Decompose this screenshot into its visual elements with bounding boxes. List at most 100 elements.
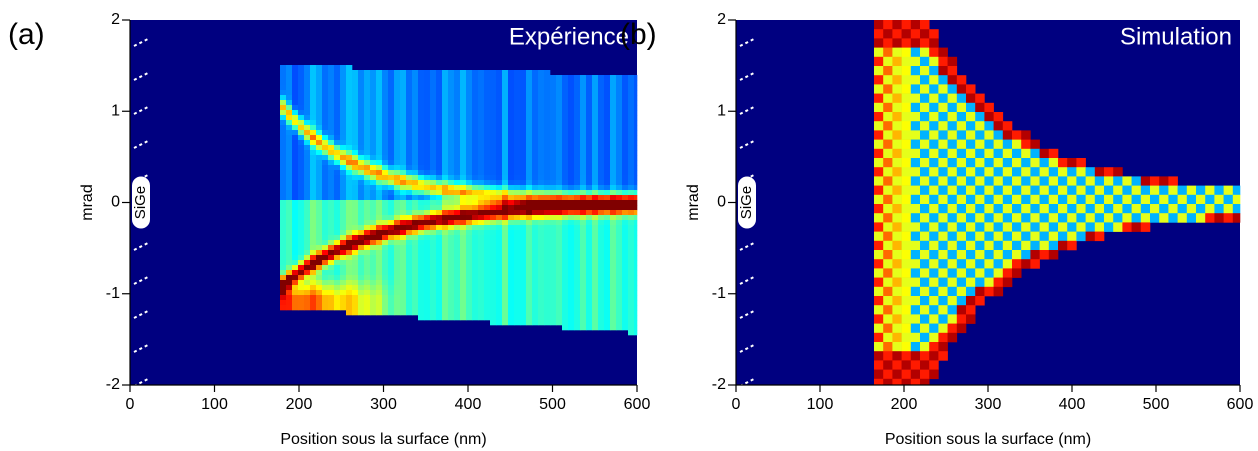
heatmap-cell	[484, 220, 491, 226]
heatmap-cell	[947, 148, 958, 159]
heatmap-cell	[460, 140, 467, 146]
heatmap-cell	[358, 225, 365, 231]
heatmap-cell	[430, 285, 437, 291]
heatmap-cell	[454, 270, 461, 276]
heatmap-cell	[508, 85, 515, 91]
heatmap-cell	[370, 115, 377, 121]
heatmap-cell	[910, 286, 921, 297]
heatmap-cell	[562, 135, 569, 141]
heatmap-cell	[622, 240, 629, 246]
heatmap-cell	[478, 215, 485, 221]
heatmap-cell	[1030, 167, 1040, 177]
heatmap-cell	[562, 200, 569, 206]
heatmap-cell	[394, 310, 401, 316]
heatmap-cell	[920, 323, 930, 334]
heatmap-cell	[304, 305, 311, 311]
heatmap-cell	[454, 265, 461, 271]
heatmap-cell	[472, 305, 479, 311]
heatmap-cell	[956, 213, 967, 223]
heatmap-cell	[364, 250, 371, 256]
heatmap-cell	[562, 255, 569, 261]
heatmap-cell	[466, 270, 473, 276]
heatmap-cell	[538, 220, 545, 226]
heatmap-cell	[400, 235, 407, 241]
heatmap-cell	[580, 75, 587, 81]
heatmap-cell	[394, 195, 401, 201]
heatmap-cell	[466, 180, 473, 186]
heatmap-cell	[346, 195, 353, 201]
heatmap-cell	[598, 95, 605, 101]
heatmap-cell	[424, 315, 431, 321]
heatmap-cell	[910, 167, 921, 177]
heatmap-cell	[418, 170, 425, 176]
heatmap-cell	[568, 215, 575, 221]
heatmap-cell	[394, 300, 401, 306]
heatmap-cell	[568, 95, 575, 101]
heatmap-cell	[310, 305, 317, 311]
heatmap-cell	[376, 260, 383, 266]
heatmap-cell	[1094, 204, 1105, 214]
heatmap-cell	[520, 225, 527, 231]
heatmap-cell	[598, 295, 605, 301]
heatmap-cell	[454, 120, 461, 126]
heatmap-cell	[556, 270, 563, 276]
heatmap-cell	[622, 300, 629, 306]
heatmap-cell	[496, 195, 503, 201]
heatmap-cell	[442, 265, 449, 271]
heatmap-cell	[616, 215, 623, 221]
heatmap-cell	[334, 285, 341, 291]
heatmap-cell	[454, 275, 461, 281]
heatmap-cell	[328, 105, 335, 111]
heatmap-cell	[448, 290, 455, 296]
heatmap-cell	[984, 102, 994, 113]
heatmap-cell	[496, 70, 503, 76]
heatmap-cell	[424, 230, 431, 236]
heatmap-cell	[956, 231, 967, 242]
heatmap-cell	[340, 120, 347, 126]
heatmap-cell	[929, 158, 939, 168]
heatmap-cell	[358, 170, 365, 176]
heatmap-cell	[514, 190, 521, 196]
heatmap-cell	[586, 295, 593, 301]
heatmap-cell	[514, 260, 521, 266]
heatmap-cell	[532, 140, 539, 146]
heatmap-cell	[328, 150, 335, 156]
heatmap-cell	[1002, 194, 1013, 205]
heatmap-cell	[298, 85, 305, 91]
heatmap-cell	[508, 130, 515, 136]
heatmap-cell	[346, 155, 353, 161]
heatmap-cell	[568, 190, 575, 196]
heatmap-cell	[538, 105, 545, 111]
heatmap-cell	[406, 305, 413, 311]
heatmap-cell	[616, 305, 623, 311]
heatmap-cell	[502, 135, 509, 141]
heatmap-cell	[544, 305, 551, 311]
heatmap-cell	[394, 165, 401, 171]
heatmap-cell	[550, 200, 557, 206]
heatmap-cell	[544, 165, 551, 171]
heatmap-cell	[388, 220, 395, 226]
heatmap-cell	[484, 135, 491, 141]
heatmap-cell	[424, 125, 431, 131]
heatmap-cell	[604, 235, 611, 241]
heatmap-cell	[478, 290, 485, 296]
heatmap-cell	[478, 315, 485, 321]
heatmap-cell	[280, 200, 287, 206]
heatmap-cell	[466, 110, 473, 116]
heatmap-cell	[352, 225, 359, 231]
heatmap-cell	[966, 148, 976, 159]
heatmap-cell	[556, 320, 563, 326]
heatmap-cell	[418, 300, 425, 306]
heatmap-cell	[412, 200, 419, 206]
heatmap-cell	[910, 250, 921, 260]
heatmap-cell	[874, 29, 884, 39]
heatmap-cell	[634, 250, 638, 256]
heatmap-cell	[508, 245, 515, 251]
heatmap-cell	[382, 235, 389, 241]
heatmap-cell	[514, 95, 521, 101]
heatmap-cell	[484, 300, 491, 306]
heatmap-cell	[400, 280, 407, 286]
heatmap-cell	[310, 95, 317, 101]
heatmap-cell	[496, 185, 503, 191]
heatmap-cell	[490, 200, 497, 206]
